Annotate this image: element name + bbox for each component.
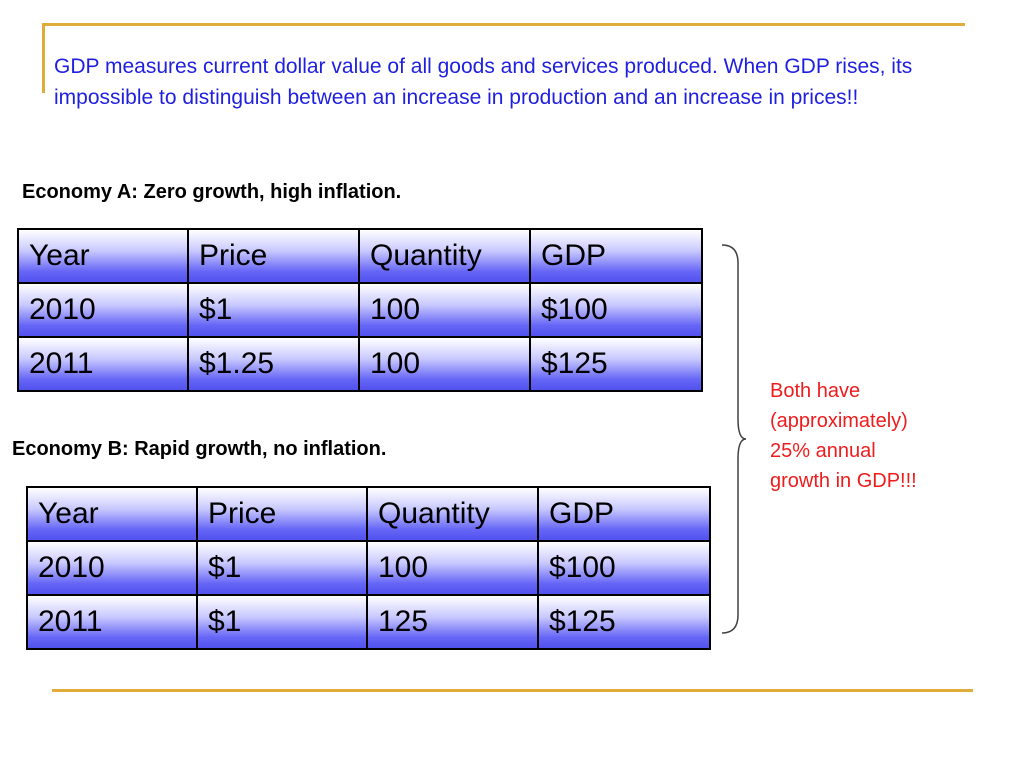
header-price: Price: [196, 486, 368, 542]
cell-price: $1.25: [187, 336, 360, 392]
cell-year: 2011: [17, 336, 189, 392]
header-price: Price: [187, 228, 360, 284]
cell-price: $1: [187, 282, 360, 338]
cell-year: 2011: [26, 594, 198, 650]
header-gdp: GDP: [537, 486, 711, 542]
cell-price: $1: [196, 594, 368, 650]
cell-year: 2010: [17, 282, 189, 338]
cell-gdp: $100: [529, 282, 703, 338]
growth-note-line: Both have: [770, 380, 861, 402]
top-rule: [42, 23, 965, 26]
economy-b-table: Year Price Quantity GDP 2010 $1 100 $100…: [26, 486, 711, 650]
economy-a-table: Year Price Quantity GDP 2010 $1 100 $100…: [17, 228, 703, 392]
header-gdp: GDP: [529, 228, 703, 284]
economy-a-caption: Economy A: Zero growth, high inflation.: [22, 181, 402, 203]
table-header-row: Year Price Quantity GDP: [17, 228, 703, 284]
header-quantity: Quantity: [366, 486, 539, 542]
table-row: 2010 $1 100 $100: [26, 540, 711, 596]
growth-note-line: growth in GDP!!!: [770, 470, 917, 492]
header-year: Year: [26, 486, 198, 542]
table-row: 2010 $1 100 $100: [17, 282, 703, 338]
growth-note-line: (approximately): [770, 410, 908, 432]
bottom-rule: [52, 689, 973, 692]
table-row: 2011 $1 125 $125: [26, 594, 711, 650]
cell-quantity: 100: [358, 336, 531, 392]
cell-gdp: $100: [537, 540, 711, 596]
growth-note-line: 25% annual: [770, 440, 876, 462]
header-year: Year: [17, 228, 189, 284]
cell-quantity: 100: [366, 540, 539, 596]
cell-gdp: $125: [529, 336, 703, 392]
cell-quantity: 125: [366, 594, 539, 650]
table-header-row: Year Price Quantity GDP: [26, 486, 711, 542]
cell-year: 2010: [26, 540, 198, 596]
table-row: 2011 $1.25 100 $125: [17, 336, 703, 392]
curly-brace-icon: [721, 244, 747, 634]
cell-quantity: 100: [358, 282, 531, 338]
cell-price: $1: [196, 540, 368, 596]
intro-text: GDP measures current dollar value of all…: [54, 55, 913, 109]
growth-note: Both have (approximately) 25% annual gro…: [770, 376, 970, 496]
cell-gdp: $125: [537, 594, 711, 650]
left-rule: [42, 23, 45, 93]
economy-b-caption: Economy B: Rapid growth, no inflation.: [12, 438, 387, 460]
header-quantity: Quantity: [358, 228, 531, 284]
